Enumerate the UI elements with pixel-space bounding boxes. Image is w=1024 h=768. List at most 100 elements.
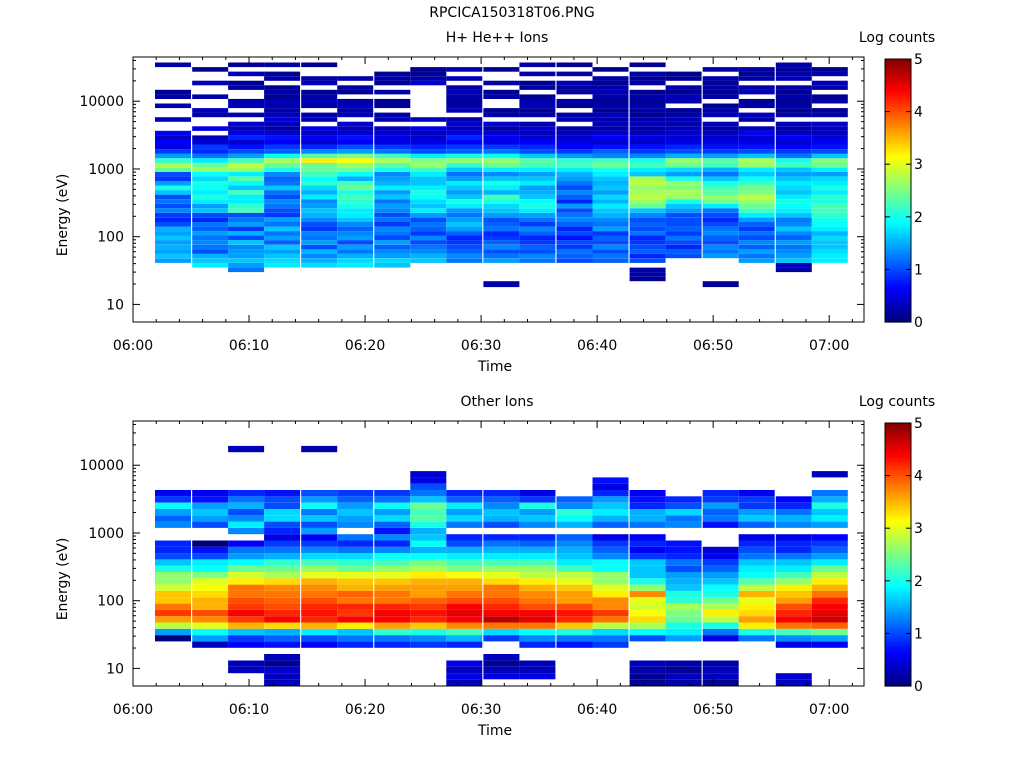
colorbar-segment	[885, 211, 911, 215]
heatmap-cell	[702, 490, 739, 497]
heatmap-cell	[738, 199, 775, 204]
colorbar-segment	[885, 314, 911, 318]
heatmap-cell	[192, 521, 229, 528]
heatmap-cell	[629, 622, 666, 629]
heatmap-cell	[629, 71, 666, 77]
heatmap-cell	[483, 654, 520, 661]
heatmap-cell	[811, 253, 848, 259]
heatmap-cell	[192, 203, 229, 209]
colorbar-segment	[885, 643, 911, 648]
heatmap-cell	[629, 565, 666, 572]
heatmap-cell	[446, 176, 483, 181]
heatmap-cell	[410, 235, 447, 241]
colorbar-segment	[885, 119, 911, 123]
heatmap-cell	[446, 203, 483, 209]
heatmap-cell	[556, 244, 593, 250]
heatmap-cell	[665, 194, 702, 200]
heatmap-cell	[519, 212, 556, 218]
heatmap-cell	[556, 597, 593, 604]
y-tick-label: 1000	[88, 526, 124, 542]
heatmap-cell	[702, 597, 739, 604]
colorbar-segment	[885, 517, 911, 521]
colorbar-segment	[885, 179, 911, 184]
heatmap-cell	[374, 76, 411, 81]
heatmap-cell	[155, 185, 191, 191]
heatmap-cell	[446, 603, 483, 610]
heatmap-cell	[410, 502, 447, 509]
heatmap-cell	[483, 249, 520, 254]
heatmap-cell	[629, 199, 666, 204]
heatmap-cell	[629, 194, 666, 200]
heatmap-cell	[483, 509, 520, 516]
heatmap-cell	[738, 112, 775, 118]
heatmap-cell	[410, 212, 447, 218]
heatmap-cell	[665, 226, 702, 232]
heatmap-cell	[702, 253, 739, 259]
heatmap-cell	[155, 190, 191, 195]
colorbar-segment	[885, 475, 911, 479]
heatmap-cell	[337, 496, 374, 503]
heatmap-cell	[556, 231, 593, 236]
heatmap-cell	[738, 546, 775, 554]
x-axis-label: Time	[477, 723, 512, 739]
heatmap-cell	[665, 509, 702, 516]
heatmap-cell	[665, 162, 702, 168]
heatmap-cell	[556, 135, 593, 140]
heatmap-cell	[702, 171, 739, 177]
spectrogram-h-he-ions: H+ He++ Ions Log counts Time Energy (eV)…	[55, 30, 935, 375]
heatmap-cell	[519, 546, 556, 554]
heatmap-cell	[264, 153, 301, 159]
heatmap-cell	[483, 258, 520, 263]
heatmap-cell	[337, 240, 374, 245]
heatmap-cell	[155, 181, 191, 186]
heatmap-cell	[410, 546, 447, 554]
heatmap-cell	[775, 240, 812, 245]
heatmap-cell	[665, 217, 702, 222]
heatmap-cell	[155, 546, 191, 554]
x-tick-label: 06:40	[577, 338, 617, 354]
heatmap-cell	[374, 240, 411, 245]
heatmap-cell	[592, 121, 629, 127]
heatmap-cell	[337, 185, 374, 191]
heatmap-cell	[556, 641, 593, 648]
heatmap-cell	[811, 490, 848, 497]
heatmap-cell	[192, 139, 229, 145]
heatmap-cell	[738, 176, 775, 181]
heatmap-cell	[446, 117, 483, 122]
heatmap-cell	[410, 130, 447, 136]
heatmap-cell	[264, 502, 301, 509]
heatmap-cell	[264, 217, 301, 222]
heatmap-cell	[665, 121, 702, 127]
heatmap-cell	[556, 153, 593, 159]
heatmap-cell	[446, 199, 483, 204]
colorbar-tick-label: 0	[914, 679, 923, 695]
heatmap-cell	[738, 616, 775, 623]
heatmap-cell	[592, 222, 629, 227]
heatmap-cell	[592, 158, 629, 163]
heatmap-cell	[446, 490, 483, 497]
heatmap-cell	[228, 80, 265, 86]
heatmap-cell	[410, 149, 447, 154]
colorbar-segment	[885, 565, 911, 569]
colorbar-segment	[885, 567, 911, 571]
heatmap-cell	[738, 103, 775, 109]
heatmap-cell	[556, 559, 593, 566]
heatmap-cell	[738, 240, 775, 245]
heatmap-cell	[665, 666, 702, 674]
heatmap-cell	[374, 509, 411, 516]
heatmap-cell	[556, 62, 593, 68]
heatmap-cell	[702, 616, 739, 623]
panel-h-he-ions: H+ He++ Ions Log counts Time Energy (eV)…	[0, 25, 1024, 385]
heatmap-cell	[374, 190, 411, 195]
heatmap-cell	[410, 483, 447, 490]
heatmap-cell	[228, 167, 265, 172]
heatmap-cell	[665, 94, 702, 99]
heatmap-cell	[483, 590, 520, 598]
heatmap-cell	[301, 185, 338, 191]
heatmap-cell	[519, 244, 556, 250]
heatmap-cell	[775, 94, 812, 99]
heatmap-cell	[483, 158, 520, 163]
heatmap-cell	[337, 208, 374, 213]
colorbar-segment	[885, 583, 911, 587]
heatmap-cell	[374, 153, 411, 159]
